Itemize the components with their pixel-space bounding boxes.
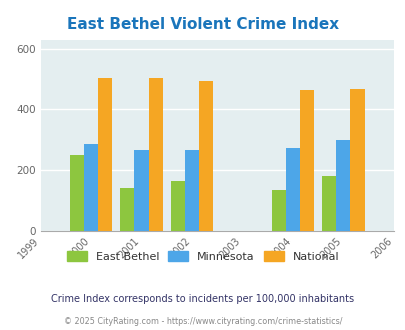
Bar bbox=[171, 182, 184, 231]
Bar bbox=[98, 78, 112, 231]
Text: © 2025 CityRating.com - https://www.cityrating.com/crime-statistics/: © 2025 CityRating.com - https://www.city… bbox=[64, 317, 341, 326]
Text: Crime Index corresponds to incidents per 100,000 inhabitants: Crime Index corresponds to incidents per… bbox=[51, 294, 354, 304]
Bar bbox=[70, 155, 84, 231]
Bar bbox=[120, 188, 134, 231]
Bar bbox=[84, 145, 98, 231]
Bar bbox=[198, 81, 213, 231]
Bar bbox=[184, 149, 198, 231]
Bar bbox=[134, 150, 148, 231]
Legend: East Bethel, Minnesota, National: East Bethel, Minnesota, National bbox=[62, 247, 343, 267]
Bar bbox=[285, 148, 299, 231]
Bar bbox=[148, 78, 162, 231]
Bar bbox=[299, 90, 313, 231]
Bar bbox=[350, 88, 364, 231]
Bar bbox=[335, 140, 350, 231]
Bar bbox=[322, 176, 335, 231]
Bar bbox=[271, 190, 285, 231]
Text: East Bethel Violent Crime Index: East Bethel Violent Crime Index bbox=[67, 17, 338, 32]
